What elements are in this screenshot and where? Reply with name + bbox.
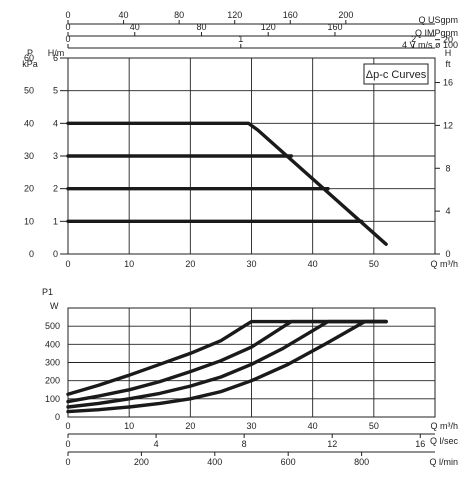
top-axis-label: 4 V m/s ø 100: [402, 40, 458, 50]
head-ft-tick-label: 4: [445, 206, 450, 216]
top-axis-tick-label: 1: [238, 34, 243, 44]
legend-text: Δp-c Curves: [366, 69, 427, 81]
upper-x-tick-label: 20: [185, 259, 195, 269]
top-axis-tick-label: 80: [174, 10, 184, 20]
top-axis-tick-label: 200: [338, 10, 353, 20]
legend-box: [363, 63, 429, 85]
head-m-tick-label: 0: [53, 249, 58, 259]
top-axis-tick-label: 160: [327, 22, 342, 32]
lower-x-tick-label: 0: [65, 421, 70, 431]
power-tick-label: 200: [45, 376, 60, 386]
upper-x-tick-label: 50: [369, 259, 379, 269]
kpa-tick-label: 30: [24, 151, 34, 161]
bottom-axis-label: Q l/sec: [430, 436, 459, 446]
bottom-axis-tick-label: 0: [65, 439, 70, 449]
head-ft-tick-label: 0: [445, 249, 450, 259]
kpa-tick-label: 0: [29, 249, 34, 259]
power-tick-label: 300: [45, 358, 60, 368]
top-axis-tick-label: 40: [130, 22, 140, 32]
head-m-tick-label: 2: [53, 184, 58, 194]
bottom-axis-tick-label: 600: [281, 457, 296, 467]
head-m-axis-label: H/m: [48, 48, 65, 58]
pressure-flow-chart: 0 10 20 30 40 5001020304050600123456048121620…: [22, 10, 458, 269]
upper-x-tick-label: 10: [124, 259, 134, 269]
power-axis-label-p1: P1: [42, 287, 53, 297]
lower-x-tick-label: 20: [185, 421, 195, 431]
power-axis-label-unit: W: [50, 301, 59, 311]
head-ft-tick-label: 16: [443, 78, 453, 88]
top-axis-tick-label: 0: [65, 34, 70, 44]
head-m-tick-label: 6: [53, 53, 58, 63]
top-axis-tick-label: 40: [119, 10, 129, 20]
top-axis-label: Q USgpm: [418, 15, 458, 25]
kpa-tick-label: 10: [24, 216, 34, 226]
head-m-tick-label: 3: [53, 151, 58, 161]
bottom-axis-tick-label: 8: [242, 439, 247, 449]
top-axis-tick-label: 160: [283, 10, 298, 20]
upper-x-tick-label: 30: [246, 259, 256, 269]
lower-x-tick-label: 10: [124, 421, 134, 431]
head-ft-tick-label: 12: [443, 120, 453, 130]
bottom-axis-tick-label: 200: [134, 457, 149, 467]
head-ft-axis-label-unit: ft: [445, 59, 451, 69]
pressure-curve-1: [66, 121, 388, 246]
power-tick-label: 500: [45, 321, 60, 331]
bottom-axis-tick-label: 800: [354, 457, 369, 467]
lower-x-axis-label: Q m³/h: [430, 421, 458, 431]
bottom-axis-tick-label: 12: [327, 439, 337, 449]
top-axis-tick-label: 120: [227, 10, 242, 20]
lower-x-tick-label: 40: [308, 421, 318, 431]
top-axis-tick-label: 120: [261, 22, 276, 32]
head-m-tick-label: 5: [53, 86, 58, 96]
head-m-tick-label: 4: [53, 118, 58, 128]
head-ft-tick-label: 20: [443, 35, 453, 45]
upper-x-tick-label: 40: [308, 259, 318, 269]
bottom-axis-tick-label: 400: [207, 457, 222, 467]
power-tick-label: 100: [45, 394, 60, 404]
bottom-axis-tick-label: 0: [65, 457, 70, 467]
bottom-axis-tick-label: 4: [154, 439, 159, 449]
kpa-tick-label: 20: [24, 184, 34, 194]
power-curve-3: [66, 319, 388, 409]
kpa-tick-label: 60: [24, 53, 34, 63]
bottom-axis-tick-label: 16: [415, 439, 425, 449]
kpa-axis-label-p: P: [27, 48, 33, 58]
top-axis-label: Q IMPgpm: [415, 28, 458, 38]
power-tick-label: 0: [55, 412, 60, 422]
bottom-axis-label: Q l/min: [429, 457, 458, 467]
top-axis-tick-label: 2: [411, 34, 416, 44]
kpa-tick-label: 50: [24, 86, 34, 96]
head-m-tick-label: 1: [53, 216, 58, 226]
kpa-tick-label: 40: [24, 118, 34, 128]
kpa-axis-label-unit: kPa: [22, 59, 38, 69]
top-axis-tick-label: 80: [196, 22, 206, 32]
head-ft-axis-label-h: H: [445, 48, 452, 58]
upper-x-tick-label: 0: [65, 259, 70, 269]
lower-x-tick-label: 50: [369, 421, 379, 431]
top-axis-tick-label: 0: [65, 22, 70, 32]
top-axis-tick-label: 0: [65, 10, 70, 20]
power-curve-1: [66, 319, 388, 396]
power-tick-label: 400: [45, 339, 60, 349]
lower-x-tick-label: 30: [246, 421, 256, 431]
power-curve-2: [66, 319, 388, 404]
upper-x-axis-label: Q m³/h: [430, 259, 458, 269]
power-curve-4: [66, 319, 388, 414]
head-ft-tick-label: 8: [445, 163, 450, 173]
